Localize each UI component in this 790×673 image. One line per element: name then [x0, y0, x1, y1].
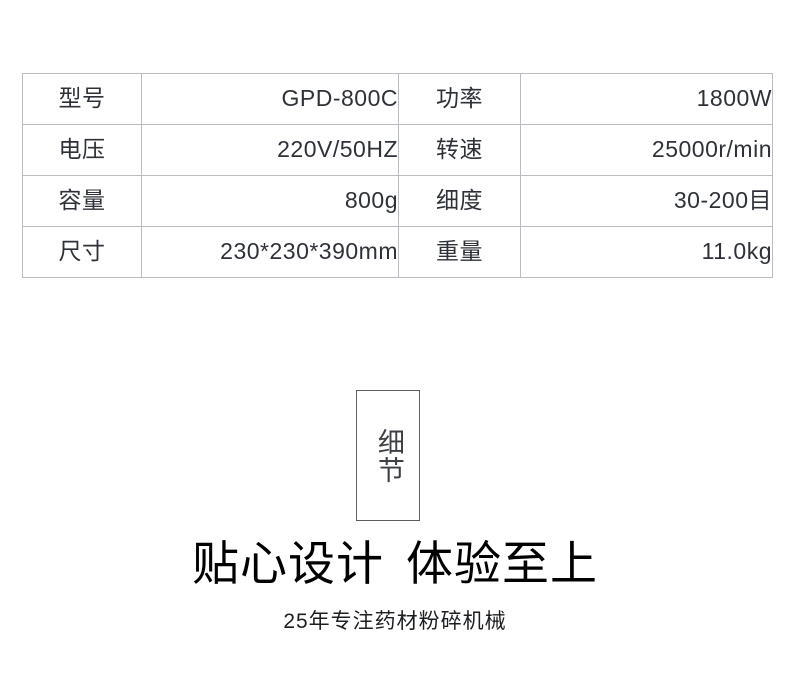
spec-value-weight: 11.0kg	[520, 226, 773, 278]
table-row: 型号 GPD-800C 功率 1800W	[22, 73, 773, 125]
spec-value-speed: 25000r/min	[520, 124, 773, 176]
spec-label-weight: 重量	[398, 226, 521, 278]
spec-label-fineness: 细度	[398, 175, 521, 227]
spec-value-size: 230*230*390mm	[141, 226, 399, 278]
spec-label-speed: 转速	[398, 124, 521, 176]
section-badge-label: 细节	[373, 427, 404, 484]
section-badge: 细节	[356, 390, 420, 521]
table-row: 容量 800g 细度 30-200目	[22, 175, 773, 227]
spec-value-capacity: 800g	[141, 175, 399, 227]
spec-label-capacity: 容量	[22, 175, 142, 227]
spec-label-size: 尺寸	[22, 226, 142, 278]
headline-part-2: 体验至上	[406, 537, 598, 590]
spec-value-model: GPD-800C	[141, 73, 399, 125]
spec-value-fineness: 30-200目	[520, 175, 773, 227]
spec-value-power: 1800W	[520, 73, 773, 125]
page-subtitle: 25年专注药材粉碎机械	[283, 610, 507, 633]
spec-value-voltage: 220V/50HZ	[141, 124, 399, 176]
spec-label-model: 型号	[22, 73, 142, 125]
table-row: 尺寸 230*230*390mm 重量 11.0kg	[22, 226, 773, 278]
spec-label-voltage: 电压	[22, 124, 142, 176]
spec-table: 型号 GPD-800C 功率 1800W 电压 220V/50HZ 转速 250…	[22, 73, 773, 278]
headline-part-1: 贴心设计	[192, 537, 384, 590]
spec-label-power: 功率	[398, 73, 521, 125]
spec-table-container: 型号 GPD-800C 功率 1800W 电压 220V/50HZ 转速 250…	[22, 73, 773, 278]
page-title: 贴心设计 体验至上	[0, 536, 790, 592]
table-row: 电压 220V/50HZ 转速 25000r/min	[22, 124, 773, 176]
